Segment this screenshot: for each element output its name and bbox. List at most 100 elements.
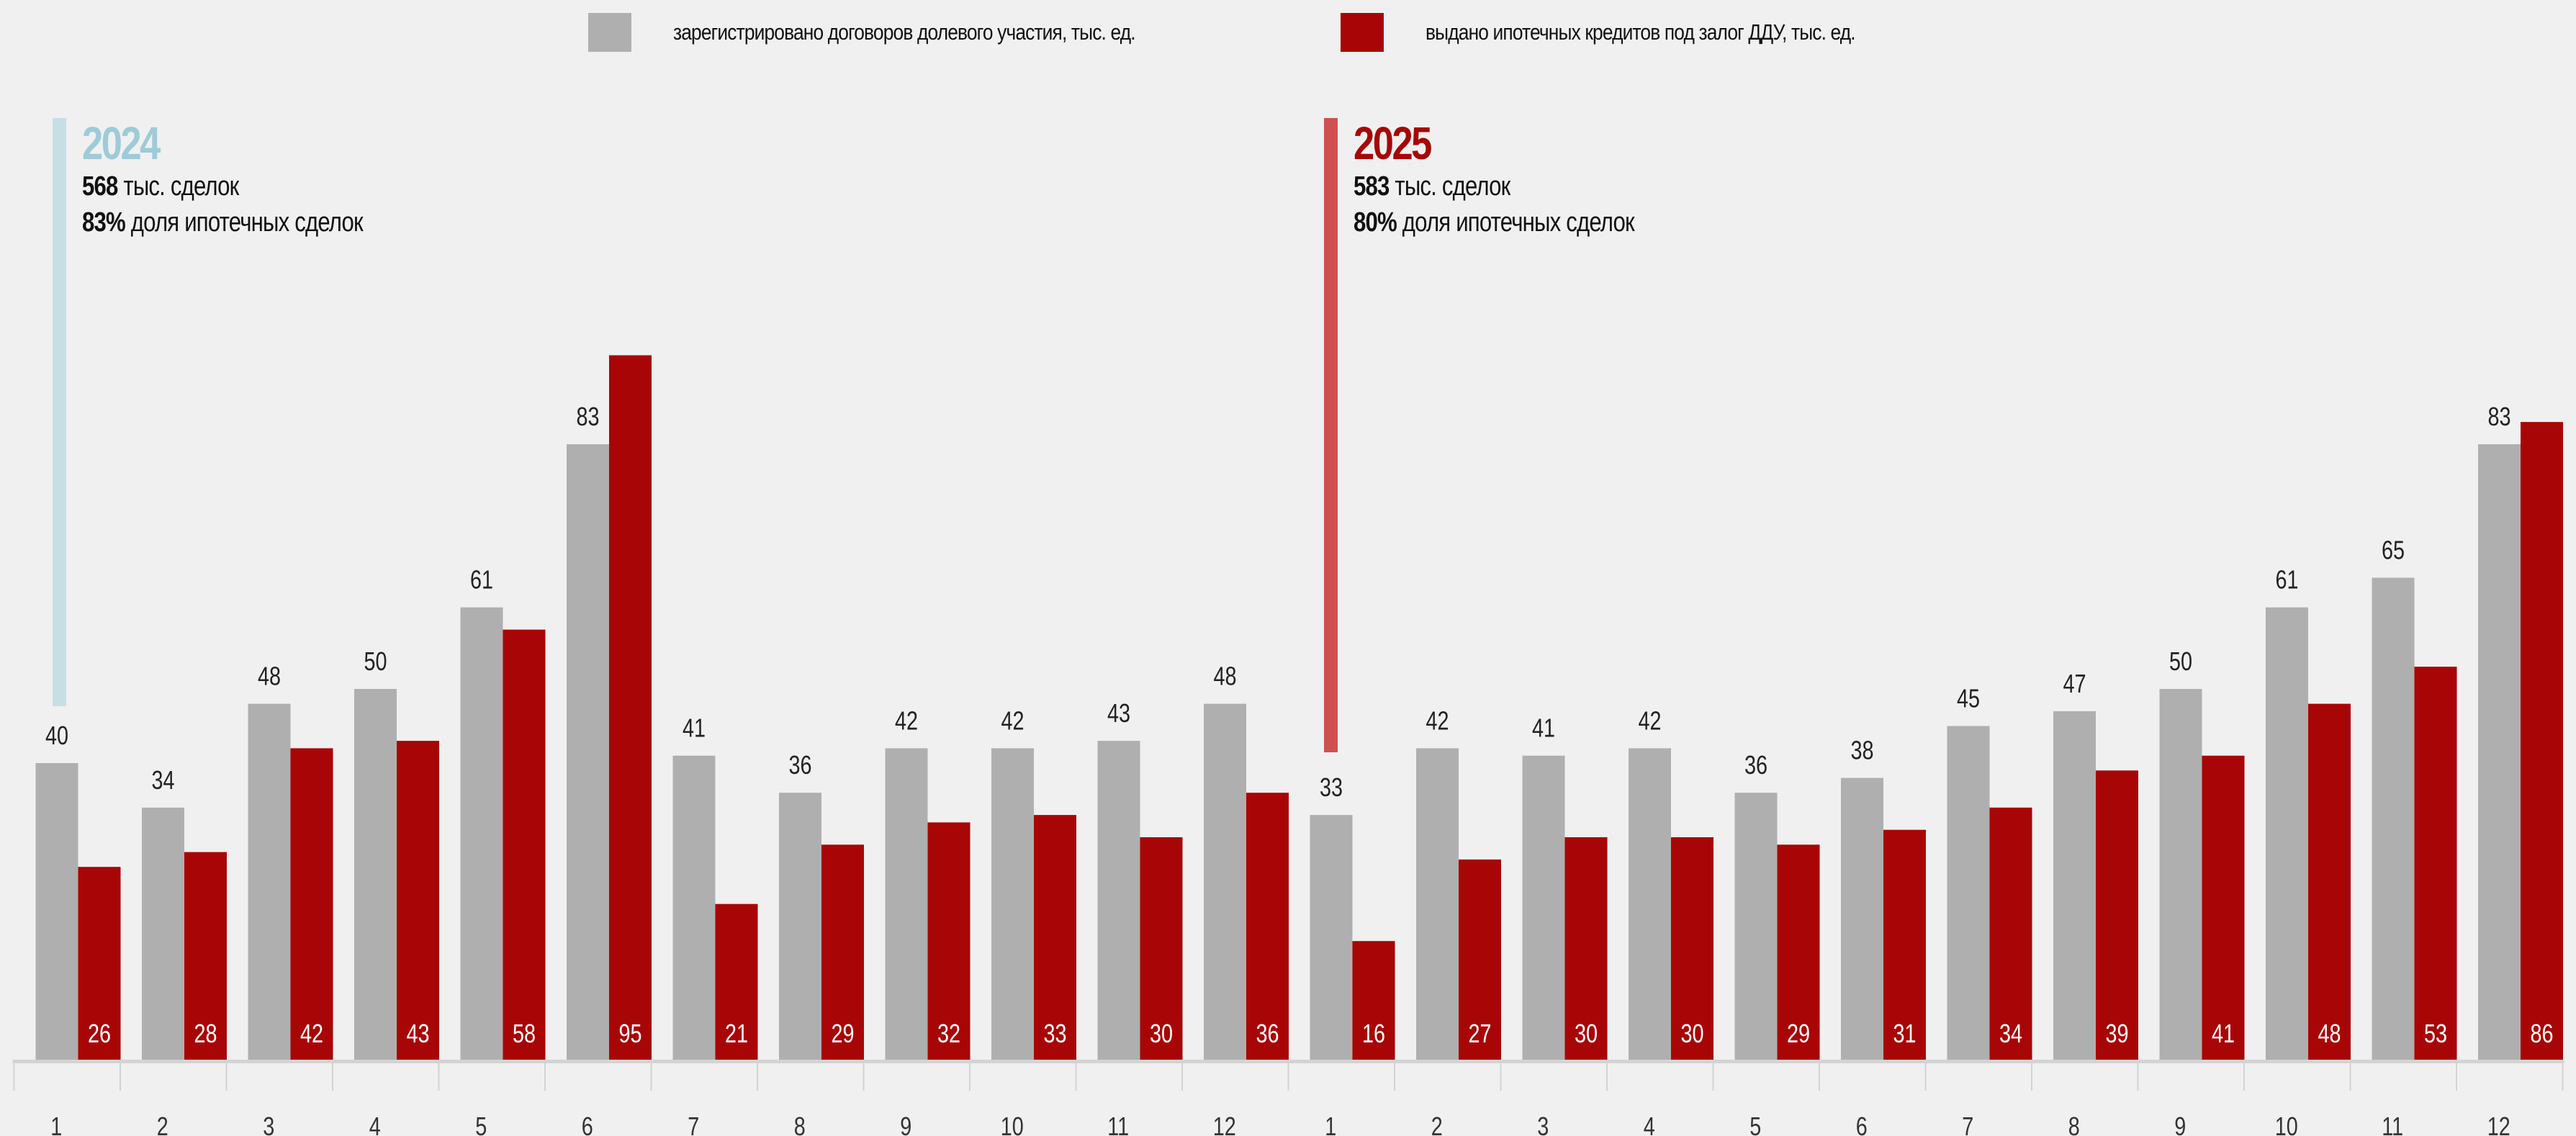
data-label-registered: 42 — [1001, 706, 1024, 735]
bar-mortgage — [715, 903, 758, 1060]
x-tick-label: 8 — [2068, 1112, 2080, 1136]
data-label-registered: 83 — [2487, 402, 2510, 431]
bar-mortgage — [1140, 837, 1183, 1060]
legend-item-registered: зарегистрировано договоров долевого учас… — [588, 13, 1217, 52]
x-axis-tick — [332, 1063, 333, 1091]
bar-registered — [779, 793, 821, 1060]
x-axis-tick — [120, 1063, 121, 1091]
data-label-registered: 42 — [1426, 706, 1449, 735]
data-label-mortgage: 42 — [300, 1019, 323, 1048]
bar-mortgage — [1883, 829, 1926, 1060]
bar-mortgage — [2521, 422, 2563, 1060]
bar-registered — [248, 703, 291, 1060]
bar-registered — [2266, 607, 2308, 1060]
x-axis-tick — [544, 1063, 546, 1091]
data-label-mortgage: 29 — [1787, 1019, 1810, 1048]
bar-registered — [567, 444, 609, 1060]
x-axis-line — [12, 1060, 2564, 1063]
x-tick-label: 1 — [50, 1112, 62, 1136]
data-label-registered: 34 — [151, 765, 174, 795]
x-axis-tick — [1075, 1063, 1077, 1091]
bar-mortgage — [1246, 793, 1289, 1060]
data-label-registered: 47 — [2063, 669, 2086, 698]
data-label-registered: 45 — [1957, 683, 1980, 713]
legend-swatch-grey — [588, 13, 631, 52]
data-label-registered: 38 — [1850, 735, 1873, 765]
x-tick-label: 5 — [1749, 1112, 1761, 1136]
x-tick-label: 12 — [1213, 1112, 1236, 1136]
annotation-marker — [1324, 118, 1338, 752]
bar-mortgage — [503, 629, 546, 1060]
data-label-mortgage: 48 — [2318, 1019, 2341, 1048]
x-tick-label: 6 — [1856, 1112, 1868, 1136]
bar-registered — [1522, 755, 1565, 1060]
bar-mortgage — [1671, 837, 1713, 1060]
x-tick-label: 8 — [794, 1112, 806, 1136]
data-label-registered: 40 — [45, 721, 68, 750]
x-axis-tick — [2456, 1063, 2457, 1091]
bar-mortgage — [1352, 941, 1395, 1060]
data-label-mortgage: 29 — [831, 1019, 854, 1048]
x-tick-label: 6 — [582, 1112, 593, 1136]
data-label-registered: 41 — [683, 713, 706, 743]
annotation-total: 583 тыс. сделок — [1354, 171, 1510, 202]
bar-registered — [1629, 748, 1671, 1060]
bar-mortgage — [290, 748, 333, 1060]
data-label-registered: 33 — [1320, 772, 1343, 802]
data-label-mortgage: 32 — [937, 1019, 960, 1048]
x-axis-tick — [1500, 1063, 1502, 1091]
data-label-registered: 61 — [2275, 565, 2298, 595]
x-axis-tick — [225, 1063, 228, 1091]
x-tick-label: 3 — [1537, 1112, 1549, 1136]
x-axis-tick — [2137, 1063, 2139, 1091]
x-tick-label: 11 — [2382, 1112, 2403, 1136]
bar-mortgage — [2414, 667, 2457, 1060]
bar-registered — [1841, 777, 1883, 1060]
data-label-mortgage: 31 — [1893, 1019, 1916, 1048]
data-label-registered: 42 — [895, 706, 918, 735]
data-label-mortgage: 27 — [1468, 1019, 1491, 1048]
data-label-mortgage: 58 — [513, 1019, 536, 1048]
bar-mortgage — [1989, 807, 2032, 1060]
bar-mortgage — [2096, 770, 2138, 1060]
x-tick-label: 5 — [475, 1112, 487, 1136]
bar-registered — [1734, 793, 1778, 1060]
data-label-registered: 50 — [364, 646, 387, 676]
x-tick-label: 10 — [2275, 1112, 2298, 1136]
x-tick-label: 3 — [263, 1112, 274, 1136]
bar-registered — [1310, 815, 1353, 1060]
data-label-mortgage: 34 — [1999, 1019, 2022, 1048]
bar-registered — [2372, 577, 2415, 1060]
bar-registered — [142, 807, 184, 1060]
data-label-mortgage: 95 — [618, 1019, 641, 1048]
data-label-registered: 41 — [1532, 713, 1555, 743]
data-label-mortgage: 43 — [406, 1019, 429, 1048]
x-axis-tick — [1606, 1063, 1608, 1091]
x-axis-tick — [969, 1063, 970, 1091]
x-axis-tick — [2562, 1063, 2564, 1091]
x-axis-tick — [438, 1063, 440, 1091]
bar-mortgage — [184, 852, 227, 1060]
x-axis-tick — [2349, 1063, 2351, 1091]
x-tick-label: 12 — [2487, 1112, 2510, 1136]
data-label-registered: 61 — [470, 565, 493, 595]
x-axis-tick — [650, 1063, 652, 1091]
x-tick-label: 4 — [1644, 1112, 1655, 1136]
bar-mortgage — [821, 844, 864, 1060]
x-tick-label: 2 — [157, 1112, 168, 1136]
bar-registered — [2478, 444, 2521, 1060]
data-label-mortgage: 28 — [194, 1019, 217, 1048]
bar-mortgage — [397, 741, 439, 1060]
data-label-mortgage: 16 — [1362, 1019, 1385, 1048]
bar-mortgage — [1777, 844, 1820, 1060]
x-tick-label: 9 — [2174, 1112, 2186, 1136]
x-axis-tick — [2243, 1063, 2245, 1091]
bar-registered — [991, 748, 1034, 1060]
bar-registered — [35, 763, 78, 1060]
x-axis-tick — [757, 1063, 758, 1091]
x-axis-tick — [1181, 1063, 1183, 1091]
bar-mortgage — [78, 867, 121, 1060]
data-label-registered: 48 — [258, 661, 281, 690]
x-tick-label: 10 — [1001, 1112, 1024, 1136]
data-label-registered: 36 — [788, 750, 811, 780]
